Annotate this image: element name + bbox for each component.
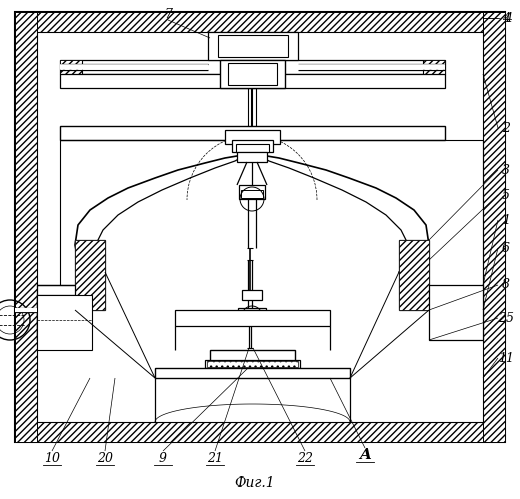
Bar: [210, 350, 295, 362]
Bar: [220, 60, 285, 88]
Text: 2: 2: [502, 121, 510, 135]
Text: 22: 22: [297, 452, 313, 465]
Text: 20: 20: [97, 452, 113, 465]
Bar: [238, 308, 266, 324]
Text: 8: 8: [502, 278, 510, 291]
Bar: [175, 310, 330, 326]
Bar: [37, 295, 75, 340]
Text: 25: 25: [498, 311, 514, 324]
Bar: [15, 12, 505, 442]
Bar: [225, 130, 280, 144]
Text: 9: 9: [159, 452, 167, 465]
Bar: [239, 185, 265, 199]
Bar: [241, 190, 263, 198]
Bar: [60, 74, 445, 88]
Bar: [155, 368, 350, 378]
Bar: [15, 422, 505, 442]
Bar: [429, 285, 483, 340]
Text: 4: 4: [502, 11, 510, 24]
Bar: [483, 12, 505, 442]
Bar: [60, 126, 445, 140]
Text: 21: 21: [207, 452, 223, 465]
Bar: [218, 35, 288, 57]
Bar: [242, 290, 262, 300]
Bar: [423, 60, 445, 74]
Text: 3: 3: [502, 164, 510, 177]
Text: 6: 6: [502, 242, 510, 254]
Bar: [228, 63, 277, 85]
Bar: [37, 295, 92, 350]
Text: 7: 7: [164, 7, 172, 20]
Bar: [15, 12, 37, 442]
Text: 1: 1: [502, 214, 510, 227]
Bar: [205, 360, 300, 368]
Bar: [399, 240, 429, 310]
Bar: [60, 60, 82, 74]
Text: 5: 5: [502, 189, 510, 202]
Text: A: A: [359, 448, 371, 462]
Bar: [207, 361, 298, 367]
Bar: [60, 60, 445, 74]
Bar: [232, 140, 273, 152]
Bar: [208, 32, 298, 60]
Bar: [37, 285, 75, 340]
Bar: [241, 310, 263, 322]
Bar: [15, 12, 505, 32]
Text: 4: 4: [504, 11, 512, 24]
Text: Фиг.1: Фиг.1: [235, 476, 275, 490]
Text: 10: 10: [44, 452, 60, 465]
Bar: [237, 152, 267, 162]
Bar: [75, 240, 105, 310]
Bar: [236, 144, 269, 152]
Text: 11: 11: [498, 351, 514, 364]
